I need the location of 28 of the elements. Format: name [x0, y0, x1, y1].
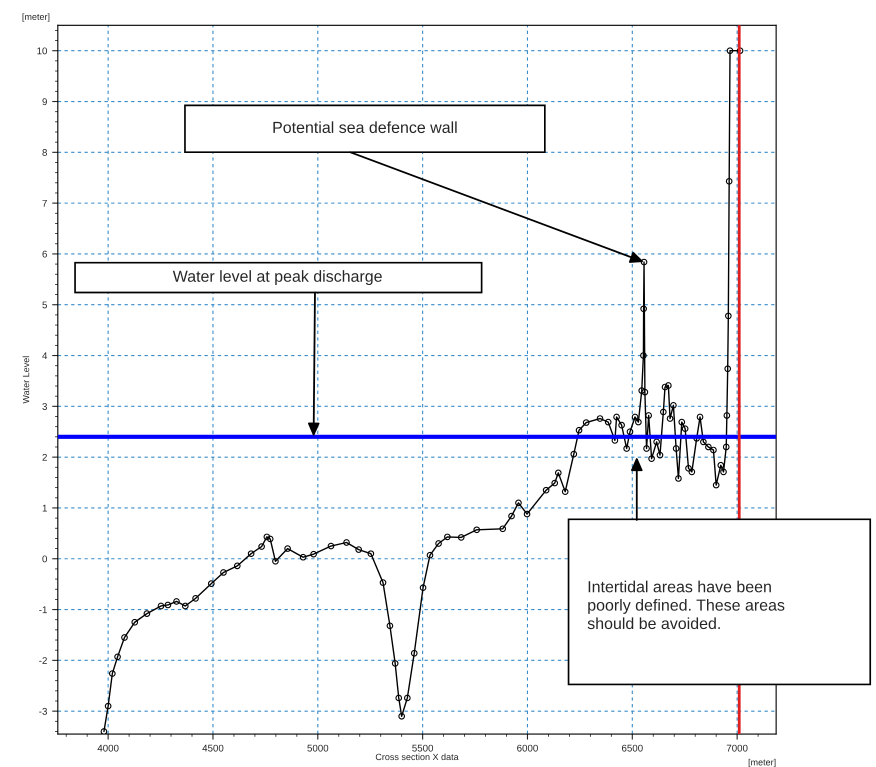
x-tick-label: 7000: [726, 744, 748, 752]
y-tick-label: 5: [42, 302, 47, 308]
x-tick-label: 5500: [412, 744, 434, 752]
annotation: Water level at peak discharge: [172, 270, 382, 286]
annotation: Intertidal areas have been poorly defined. These areas should be avoided.: [588, 580, 784, 630]
x-tick-label: 4000: [98, 744, 119, 752]
y-tick-label: -1: [39, 606, 47, 614]
annotation: Potential sea defence wall: [273, 121, 457, 134]
x-tick-label: 6500: [622, 744, 643, 752]
x-tick-label: 6000: [517, 744, 538, 752]
y-tick-label: 3: [42, 403, 47, 410]
y-tick-label: 4: [42, 352, 48, 360]
y-tick-label: 6: [42, 250, 47, 258]
y-tick-label: -3: [39, 708, 47, 715]
y-tick-label: -2: [39, 657, 47, 664]
y-tick-label: 10: [37, 47, 48, 54]
x-axis-title: Cross section X data: [376, 754, 459, 760]
text: [meter]: [748, 758, 776, 767]
y-tick-label: 7: [42, 200, 47, 207]
y-tick-label: 8: [42, 149, 47, 156]
y-tick-label: 0: [42, 555, 48, 562]
text: [meter]: [22, 13, 50, 22]
y-tick-label: 1: [42, 504, 47, 512]
x-tick-label: 4500: [202, 744, 224, 752]
y-axis-title: Water Level: [22, 356, 30, 404]
y-tick-label: 9: [42, 98, 47, 106]
x-tick-label: 5000: [307, 744, 328, 752]
y-tick-label: 2: [42, 454, 47, 461]
